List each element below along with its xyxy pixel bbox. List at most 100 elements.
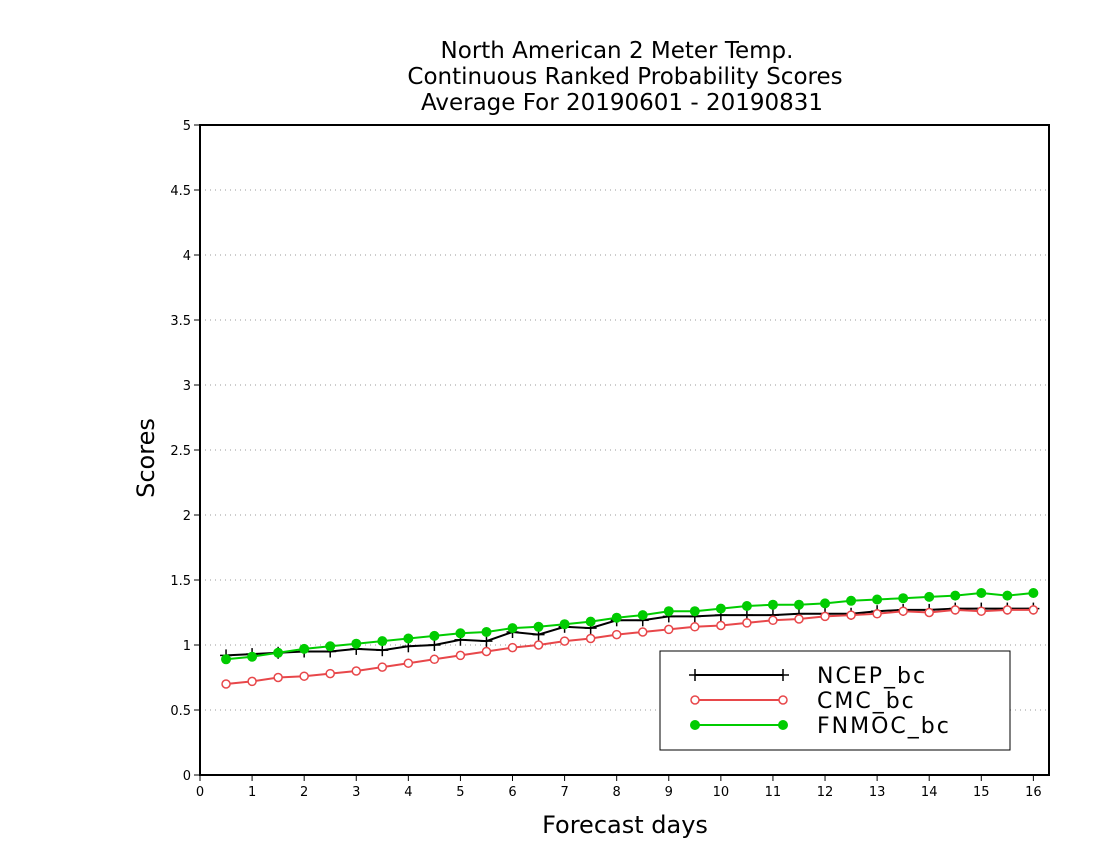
data-point-cmc-bc (533, 640, 544, 650)
y-tick-label: 5 (183, 119, 191, 134)
x-tick-label: 15 (973, 785, 990, 800)
data-point-fnmoc-bc (767, 599, 778, 610)
data-point-fnmoc-bc (273, 647, 284, 658)
title-line-3: Average For 20190601 - 20190831 (421, 90, 823, 116)
data-point-fnmoc-bc (663, 606, 674, 617)
x-tick-label: 16 (1025, 785, 1042, 800)
legend-label: FNMOC_bc (817, 714, 951, 739)
data-point-fnmoc-bc (898, 593, 909, 604)
data-point-cmc-bc (507, 642, 518, 653)
legend-item-fnmoc-bc: FNMOC_bc (690, 714, 951, 739)
data-point-cmc-bc (221, 679, 231, 689)
legend-marker (777, 669, 789, 681)
data-point-cmc-bc (351, 666, 362, 676)
data-point-cmc-bc (611, 629, 622, 640)
data-point-ncep-bc (376, 644, 389, 657)
x-tick-label: 10 (713, 785, 730, 800)
data-point-fnmoc-bc (455, 628, 466, 639)
series-fnmoc-bc (221, 588, 1039, 665)
data-point-cmc-bc (716, 620, 726, 631)
y-tick-label: 1 (183, 639, 191, 654)
data-point-fnmoc-bc (1028, 588, 1039, 598)
x-tick-label: 13 (869, 785, 886, 800)
x-axis-label: Forecast days (542, 811, 708, 839)
data-point-fnmoc-bc (872, 594, 883, 605)
legend-label: CMC_bc (817, 689, 916, 714)
data-point-cmc-bc (768, 615, 778, 626)
data-point-cmc-bc (429, 654, 440, 665)
x-tick-label: 2 (300, 785, 308, 800)
data-point-fnmoc-bc (976, 588, 987, 598)
y-axis-ticks: 0 0.5 1 1.5 2 2.5 3 3.5 4 4.5 5 (170, 119, 200, 784)
x-tick-label: 3 (352, 785, 360, 800)
data-point-fnmoc-bc (950, 590, 961, 601)
data-point-fnmoc-bc (689, 606, 700, 617)
data-point-cmc-bc (637, 627, 648, 637)
x-tick-label: 4 (404, 785, 412, 800)
data-point-fnmoc-bc (221, 654, 232, 665)
chart-title: North American 2 Meter Temp. Continuous … (407, 38, 842, 116)
data-point-ncep-bc (480, 635, 493, 648)
data-point-cmc-bc (820, 611, 830, 622)
x-tick-label: 12 (817, 785, 834, 800)
x-tick-label: 7 (560, 785, 568, 800)
y-tick-label: 2.5 (170, 444, 191, 459)
x-tick-label: 6 (508, 785, 516, 800)
data-point-cmc-bc (664, 624, 674, 635)
y-tick-label: 4.5 (170, 184, 191, 199)
data-point-fnmoc-bc (846, 595, 857, 606)
x-tick-label: 5 (456, 785, 464, 800)
data-point-cmc-bc (585, 633, 596, 644)
data-point-fnmoc-bc (559, 619, 570, 630)
data-point-fnmoc-bc (924, 591, 935, 602)
title-line-2: Continuous Ranked Probability Scores (407, 64, 842, 90)
data-point-cmc-bc (1028, 605, 1039, 615)
data-point-cmc-bc (1002, 605, 1013, 615)
data-point-fnmoc-bc (299, 643, 310, 654)
data-point-fnmoc-bc (507, 623, 518, 634)
data-point-fnmoc-bc (481, 627, 492, 637)
legend-item-ncep-bc: NCEP_bc (689, 664, 927, 689)
y-tick-label: 4 (183, 249, 191, 264)
x-tick-label: 11 (765, 785, 782, 800)
x-tick-label: 9 (665, 785, 673, 800)
data-point-cmc-bc (898, 606, 908, 616)
data-point-fnmoc-bc (741, 601, 752, 611)
data-point-cmc-bc (481, 646, 492, 657)
data-point-cmc-bc (403, 658, 414, 668)
data-point-fnmoc-bc (377, 636, 388, 647)
data-point-cmc-bc (559, 636, 570, 646)
data-point-cmc-bc (976, 606, 987, 616)
x-tick-label: 1 (248, 785, 256, 800)
data-point-cmc-bc (690, 622, 700, 632)
legend-marker (778, 720, 788, 730)
data-point-fnmoc-bc (533, 621, 544, 632)
gridlines (200, 124, 1049, 711)
y-tick-label: 2 (183, 509, 191, 524)
data-point-cmc-bc (872, 609, 882, 619)
data-point-fnmoc-bc (611, 612, 622, 623)
legend-item-cmc-bc: CMC_bc (690, 689, 916, 714)
data-point-fnmoc-bc (429, 630, 440, 641)
y-tick-label: 1.5 (170, 574, 191, 589)
data-point-fnmoc-bc (820, 598, 831, 609)
legend-marker (689, 669, 701, 681)
data-point-cmc-bc (325, 668, 335, 679)
data-point-fnmoc-bc (793, 599, 804, 610)
y-tick-label: 0 (183, 769, 191, 784)
data-point-cmc-bc (794, 614, 804, 624)
y-axis-label: Scores (132, 418, 160, 498)
data-point-cmc-bc (455, 650, 466, 661)
data-point-cmc-bc (377, 662, 388, 672)
x-tick-label: 0 (196, 785, 204, 800)
data-point-cmc-bc (924, 607, 934, 618)
series-cmc-bc (221, 605, 1039, 689)
data-point-cmc-bc (247, 676, 257, 687)
legend-label: NCEP_bc (817, 664, 927, 689)
data-point-cmc-bc (742, 618, 752, 628)
data-point-fnmoc-bc (715, 603, 726, 614)
series-lines (220, 588, 1040, 689)
y-tick-label: 3.5 (170, 314, 191, 329)
